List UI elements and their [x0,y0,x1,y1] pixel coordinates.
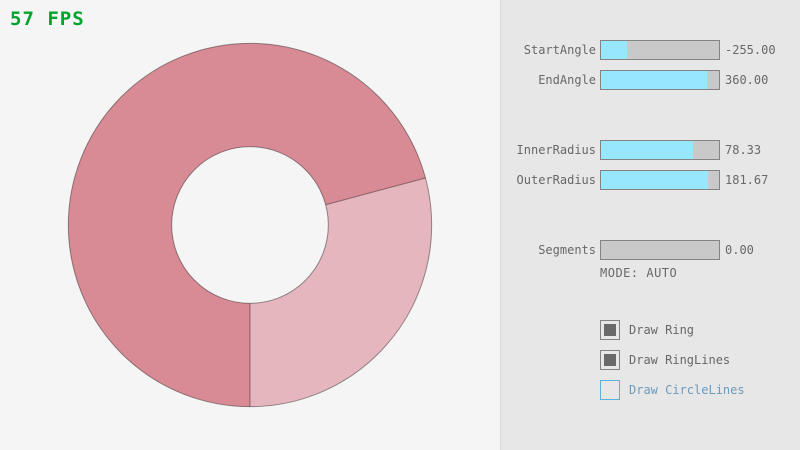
slider-row-segments: Segments 0.00 [0,240,800,260]
slider-row-innerradius: InnerRadius 78.33 [0,140,800,160]
innerradius-value: 78.33 [725,143,762,157]
draw-ring-checkbox[interactable] [600,320,620,340]
segments-mode-text: MODE: AUTO [600,266,678,280]
checkbox-row-draw-ring: Draw Ring [0,320,694,340]
startangle-label: StartAngle [523,43,596,57]
slider-fill [601,71,708,89]
segments-label: Segments [538,243,596,257]
draw-ring-label: Draw Ring [629,323,695,337]
slider-fill [601,171,709,189]
fps-counter: 57 FPS [10,8,85,30]
draw-circlelines-checkbox[interactable] [600,380,620,400]
slider-row-outerradius: OuterRadius 181.67 [0,170,800,190]
draw-ringlines-label: Draw RingLines [629,353,731,367]
outerradius-slider[interactable] [600,170,720,190]
segments-slider[interactable] [600,240,720,260]
slider-fill [601,41,627,59]
slider-fill [601,141,694,159]
checkbox-row-draw-ringlines: Draw RingLines [0,350,730,370]
slider-row-endangle: EndAngle 360.00 [0,70,800,90]
outerradius-value: 181.67 [725,173,769,187]
endangle-value: 360.00 [725,73,769,87]
endangle-slider[interactable] [600,70,720,90]
segments-value: 0.00 [725,243,754,257]
startangle-slider[interactable] [600,40,720,60]
draw-circlelines-label: Draw CircleLines [629,383,745,397]
slider-row-startangle: StartAngle -255.00 [0,40,800,60]
check-mark-icon [604,354,616,366]
innerradius-slider[interactable] [600,140,720,160]
outerradius-label: OuterRadius [516,173,596,187]
draw-ringlines-checkbox[interactable] [600,350,620,370]
endangle-label: EndAngle [538,73,596,87]
check-mark-icon [604,324,616,336]
checkbox-row-draw-circlelines: Draw CircleLines [0,380,745,400]
innerradius-label: InnerRadius [516,143,596,157]
startangle-value: -255.00 [725,43,776,57]
